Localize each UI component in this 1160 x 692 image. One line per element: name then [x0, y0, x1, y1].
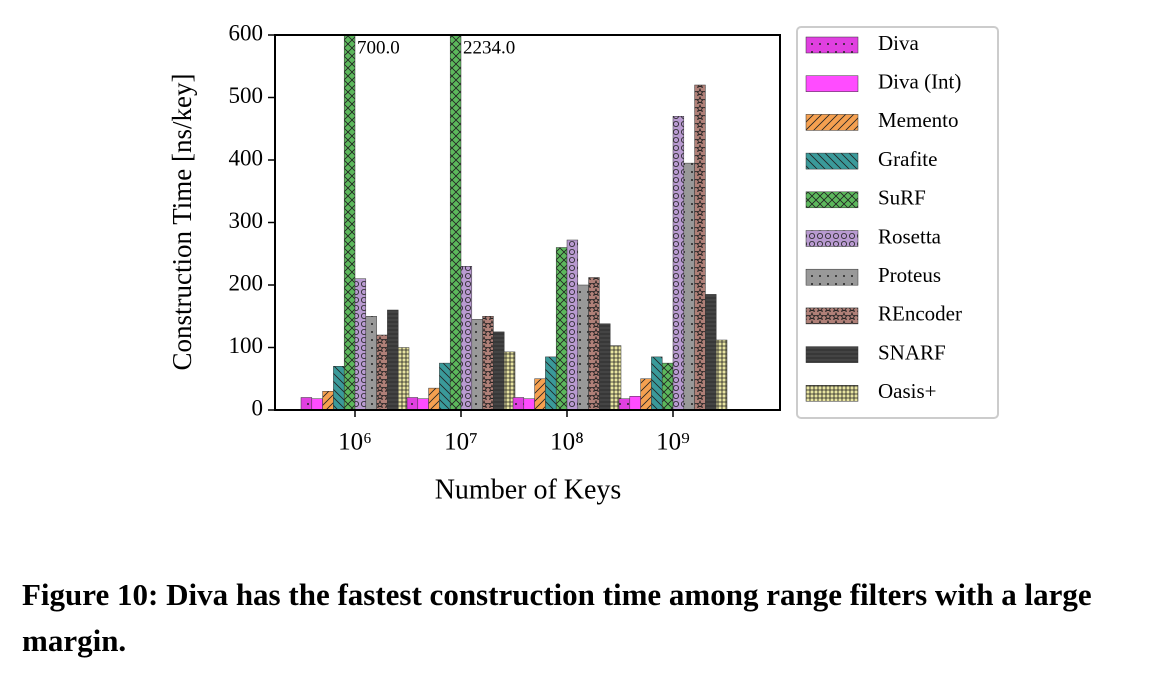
bar: [428, 387, 440, 410]
bar: [503, 351, 516, 410]
bar: [354, 278, 367, 410]
bar: [599, 323, 611, 410]
bar: [555, 247, 568, 410]
bar: [629, 396, 641, 410]
bar: [365, 316, 377, 410]
bar: [376, 334, 388, 410]
y-tick-label: 400: [229, 145, 264, 170]
y-axis-label: Construction Time [ns/key]: [167, 73, 197, 370]
bar: [705, 294, 717, 410]
legend-label: Rosetta: [878, 224, 942, 248]
bar: [577, 284, 589, 410]
legend-swatch: [805, 114, 859, 131]
y-tick-label: 100: [229, 333, 264, 358]
chart: Number of Keys Construction Time [ns/key…: [167, 20, 999, 505]
y-tick-label: 300: [229, 208, 264, 233]
y-tick-label: 0: [252, 395, 264, 420]
legend-swatch: [805, 307, 859, 325]
legend-swatch: [805, 152, 859, 170]
bar: [311, 398, 323, 410]
x-tick-label: 10⁸: [550, 429, 584, 456]
legend-label: Oasis+: [878, 379, 937, 403]
legend-label: Diva: [878, 31, 920, 55]
bar: [343, 35, 356, 410]
legend-swatch: [805, 75, 859, 92]
legend-label: SNARF: [878, 340, 946, 364]
bar: [493, 331, 505, 410]
legend-swatch: [805, 230, 859, 247]
legend-swatch: [805, 346, 859, 363]
x-tick-label: 10⁹: [656, 429, 690, 456]
bar: [322, 391, 334, 410]
y-tick-label: 600: [229, 20, 264, 45]
caption: Figure 10: Diva has the fastest construc…: [22, 577, 1092, 658]
bar: [439, 362, 451, 410]
bar: [545, 356, 557, 410]
bar: [512, 397, 525, 410]
y-tick-label: 500: [229, 83, 264, 108]
bar: [449, 35, 462, 410]
bar: [609, 345, 622, 410]
bar: [417, 398, 429, 410]
bar: [397, 347, 410, 410]
bar: [683, 162, 695, 410]
legend-label: Memento: [878, 108, 958, 132]
legend-label: Proteus: [878, 263, 941, 287]
legend-swatch: [805, 36, 859, 54]
legend-swatch: [805, 191, 859, 209]
bar: [640, 378, 652, 410]
bar: [300, 397, 313, 410]
y-tick-label: 200: [229, 270, 264, 295]
x-tick-label: 10⁶: [338, 429, 372, 456]
legend-swatch: [805, 268, 859, 286]
bar: [651, 356, 663, 410]
bar: [333, 366, 345, 410]
bar: [406, 397, 419, 410]
value-label: 2234.0: [463, 37, 515, 58]
bar: [715, 339, 728, 410]
bar: [566, 239, 579, 410]
bar: [471, 319, 483, 410]
bar: [482, 316, 494, 410]
bar: [523, 398, 535, 410]
legend-label: SuRF: [878, 186, 926, 210]
value-label: 700.0: [357, 37, 400, 58]
bar: [534, 378, 546, 410]
bar: [387, 309, 399, 410]
bar: [618, 398, 631, 410]
bar: [672, 116, 685, 410]
x-tick-label: 10⁷: [444, 429, 478, 456]
legend-swatch: [805, 385, 859, 402]
legend-label: Grafite: [878, 147, 937, 171]
bars: [300, 35, 728, 410]
bar: [460, 266, 473, 410]
legend-label: Diva (Int): [878, 70, 961, 94]
x-axis-label: Number of Keys: [435, 474, 622, 505]
legend-label: REncoder: [878, 302, 962, 326]
bar: [588, 277, 600, 410]
bar: [661, 362, 674, 410]
bar: [694, 84, 706, 410]
